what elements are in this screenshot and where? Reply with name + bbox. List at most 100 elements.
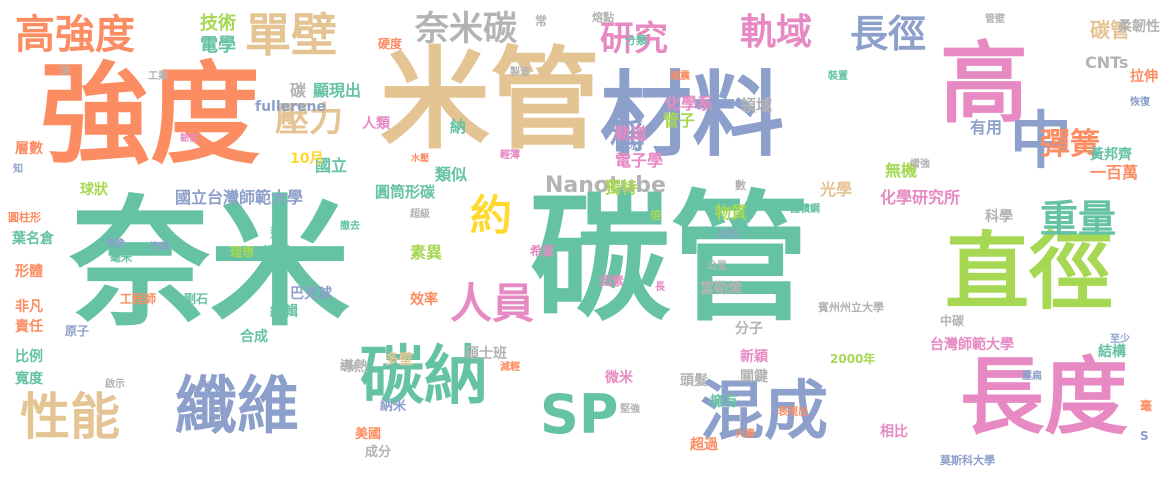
- word-cloud-word: 人類: [362, 116, 390, 132]
- word-cloud-word: 製造: [510, 67, 530, 78]
- word-cloud-word: 合成: [240, 329, 268, 345]
- word-cloud-word: 形體: [15, 264, 43, 280]
- word-cloud-word: 深: [60, 66, 70, 77]
- word-cloud-word: 無機: [885, 161, 918, 180]
- word-cloud-word: 增強: [910, 159, 930, 170]
- word-cloud-word: 結構: [1098, 344, 1126, 360]
- word-cloud-word: 巴克球: [290, 286, 332, 302]
- word-cloud-word: 有用: [970, 118, 1003, 137]
- word-cloud-word: 至少: [1110, 334, 1130, 345]
- word-cloud-word: 獨特: [605, 178, 638, 197]
- word-cloud-word: 領域: [740, 96, 773, 115]
- word-cloud-word: 比例: [15, 349, 43, 365]
- word-cloud-word: 類似: [435, 165, 468, 184]
- word-cloud-word: 科學: [985, 209, 1013, 225]
- word-cloud-word: 圓柱形: [8, 211, 41, 224]
- word-cloud-word: 因素: [600, 274, 625, 288]
- word-cloud-word: 圓筒形碳: [375, 183, 436, 201]
- word-cloud-word: 堅強: [620, 404, 640, 415]
- word-cloud-word: 責任: [15, 319, 43, 335]
- word-cloud-word: 納米: [380, 399, 407, 414]
- word-cloud-word: 相比: [880, 424, 908, 440]
- word-cloud-word: 莫斯科大學: [940, 454, 995, 467]
- word-cloud-word: 編輯: [270, 304, 298, 320]
- word-cloud-word: 成分: [365, 445, 392, 460]
- word-cloud-word: 公里: [707, 261, 727, 272]
- word-cloud-word: 直徑: [945, 223, 1114, 321]
- word-cloud-word: 倍: [650, 209, 661, 222]
- word-cloud-word: 管像: [107, 239, 126, 249]
- word-cloud-word: 中碳: [940, 314, 965, 328]
- word-cloud-word: 利用: [1097, 404, 1116, 414]
- word-cloud-word: 國立台灣師範大學: [175, 188, 304, 207]
- word-cloud-word: 教授: [262, 245, 290, 261]
- word-cloud-word: 微米: [605, 370, 633, 386]
- word-cloud-word: 台灣師範大學: [930, 337, 1014, 353]
- word-cloud-word: 軌域: [740, 12, 813, 53]
- word-cloud-word: 化學系: [665, 94, 714, 113]
- word-cloud-word: 超過: [690, 437, 718, 453]
- word-cloud-word: 韌性: [180, 134, 199, 144]
- word-cloud-word: 頭髮: [680, 373, 708, 389]
- word-cloud-word: 常: [535, 14, 548, 28]
- word-cloud-word: 非凡: [15, 299, 43, 315]
- word-cloud-word: 原子: [65, 324, 90, 338]
- word-cloud-word: 長: [655, 282, 665, 293]
- word-cloud-word: Pa: [200, 379, 213, 389]
- word-cloud-word: 強度: [40, 51, 260, 179]
- word-cloud-word: S: [1140, 429, 1149, 443]
- word-cloud-word: 水壓: [411, 154, 430, 164]
- word-cloud-word: 數: [735, 179, 746, 192]
- word-cloud-word: 寬度: [15, 371, 43, 387]
- word-cloud-word: 材料: [600, 62, 785, 169]
- word-cloud-word: 軌道: [615, 124, 648, 143]
- word-cloud-word: 長度: [960, 348, 1129, 446]
- word-cloud-word: 碩士班: [465, 346, 507, 362]
- word-cloud-word: 希望: [530, 244, 555, 258]
- word-cloud-word: 啟示: [105, 379, 125, 390]
- word-cloud-word: 多壁: [385, 352, 413, 368]
- word-cloud-word: 技術: [200, 13, 236, 34]
- word-cloud-word: 碳納: [360, 340, 488, 414]
- word-cloud-word: 硬度: [378, 37, 403, 51]
- word-cloud-word: 混成: [700, 375, 828, 449]
- word-cloud-word: SP: [540, 383, 619, 446]
- word-cloud-word: 壓力: [275, 100, 343, 140]
- word-cloud-word: Nanotube: [545, 173, 666, 198]
- word-cloud-word: 黃邦齊: [1090, 147, 1132, 163]
- word-cloud-word: 葉名倉: [12, 231, 54, 247]
- word-cloud-word: 富勒烯: [700, 281, 742, 297]
- word-cloud-word: CNTs: [1085, 53, 1129, 72]
- word-cloud-word: 美國: [355, 427, 382, 442]
- word-cloud-word: 超級: [410, 209, 430, 220]
- word-cloud-word: 毫米: [110, 251, 132, 264]
- word-cloud-word: 表現出: [778, 407, 808, 418]
- word-cloud-word: 化學研究所: [880, 188, 961, 207]
- word-cloud-word: 擁有: [710, 394, 738, 410]
- word-cloud-word: 火車: [735, 429, 755, 440]
- word-cloud-word: 管壁: [985, 14, 1005, 25]
- word-cloud-word: 彈簧: [1040, 127, 1100, 162]
- word-cloud-word: 汽車: [150, 242, 170, 253]
- word-cloud-word: 減震: [670, 71, 690, 82]
- word-cloud-word: 電學: [200, 35, 236, 56]
- word-cloud-word: 撤去: [340, 221, 360, 232]
- word-cloud-word: 分類: [625, 34, 647, 47]
- word-cloud-word: 2000年: [830, 352, 876, 366]
- word-cloud-word: 賓州州立大學: [818, 301, 884, 314]
- word-cloud-word: 層數: [15, 141, 43, 157]
- word-cloud-word: 減輕: [500, 362, 520, 373]
- word-cloud-word: 約: [470, 191, 513, 240]
- word-cloud-word: 工程師: [120, 292, 157, 306]
- word-cloud-word: 長徑: [850, 12, 927, 56]
- word-cloud-word: 形狀: [340, 363, 359, 373]
- word-cloud-word: 裝置: [828, 71, 848, 82]
- word-cloud-word: 恢復: [1130, 97, 1150, 108]
- word-cloud-word: 中: [1010, 104, 1073, 177]
- word-cloud-word: 重量: [1040, 197, 1117, 241]
- word-cloud-word: 米管: [380, 36, 600, 164]
- word-cloud-word: 素異: [410, 243, 443, 262]
- word-cloud-word: 稱: [610, 117, 644, 157]
- word-cloud-word: 管子: [663, 111, 696, 130]
